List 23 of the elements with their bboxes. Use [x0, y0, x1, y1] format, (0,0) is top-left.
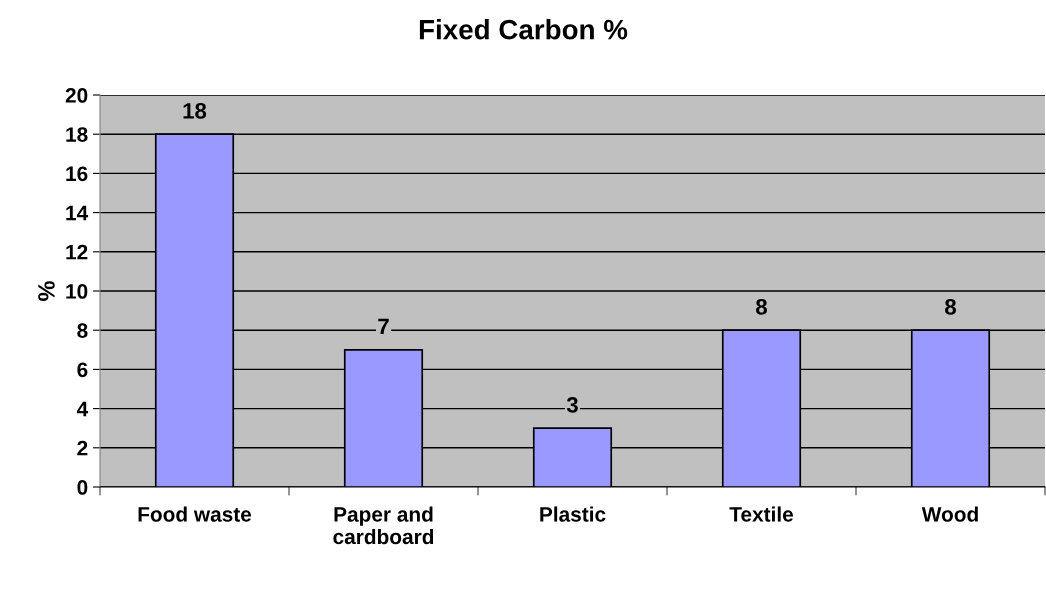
chart-title: Fixed Carbon % [419, 19, 628, 40]
x-tick-label: Food waste [138, 506, 252, 522]
y-tick-label: 14 [66, 205, 89, 221]
y-tick-label: 20 [65, 88, 88, 103]
y-tick-label: 0 [77, 480, 88, 495]
y-tick-label: 2 [77, 440, 88, 456]
y-tick-label: 12 [66, 244, 88, 260]
y-tick-label: 8 [77, 323, 88, 338]
y-tick-label: 10 [66, 284, 88, 299]
x-tick-label: Plastic [540, 506, 606, 522]
x-tick-label: Wood [921, 506, 978, 522]
x-tick-label: Paper and cardboard [333, 506, 434, 545]
data-label: 7 [378, 318, 389, 335]
data-label: 18 [183, 102, 207, 119]
y-tick-label: 6 [77, 362, 88, 378]
y-tick-label: 4 [76, 401, 89, 417]
data-label: 8 [945, 298, 956, 315]
data-label: 8 [756, 298, 767, 315]
y-axis-title: % [38, 281, 55, 301]
x-tick-label: Textile [729, 506, 794, 522]
y-tick-label: 18 [66, 127, 88, 142]
data-label: 3 [566, 396, 578, 413]
y-tick-label: 16 [66, 166, 88, 182]
